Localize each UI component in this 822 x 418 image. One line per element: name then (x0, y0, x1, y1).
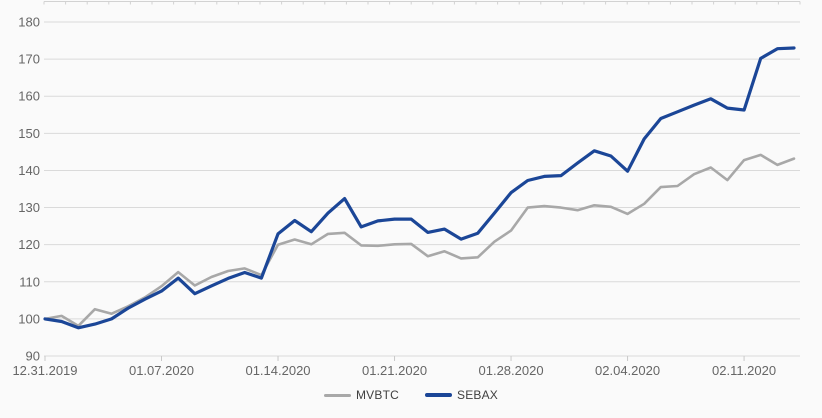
legend: MVBTC SEBAX (0, 388, 822, 402)
mvbtc-line-swatch (323, 393, 351, 397)
y-tick-label: 140 (18, 163, 40, 178)
y-tick-label: 150 (18, 126, 40, 141)
y-tick-label: 170 (18, 52, 40, 67)
y-tick-label: 120 (18, 237, 40, 252)
legend-item-mvbtc: MVBTC (323, 388, 399, 402)
x-axis-labels: 12.31.2019 01.07.2020 01.14.2020 01.21.2020… (12, 356, 776, 378)
y-tick-label: 100 (18, 311, 40, 326)
x-tick-label: 02.11.2020 (712, 363, 776, 378)
y-tick-label: 130 (18, 200, 40, 215)
y-tick-label: 160 (18, 89, 40, 104)
y-tick-label: 180 (18, 15, 40, 30)
y-tick-label: 110 (19, 274, 40, 289)
x-tick-label: 01.14.2020 (245, 363, 310, 378)
legend-label-sebax: SEBAX (456, 388, 499, 402)
x-tick-label: 01.21.2020 (362, 363, 427, 378)
top-axis (43, 1, 801, 5)
y-gridlines (44, 21, 800, 357)
mvbtc-series-line (43, 153, 796, 328)
y-axis-labels: 90 100 110 120 130 140 150 160 170 180 (18, 15, 40, 364)
legend-item-sebax: SEBAX (424, 388, 499, 402)
x-tick-label: 01.07.2020 (129, 363, 194, 378)
x-tick-label: 01.28.2020 (479, 363, 544, 378)
legend-label-mvbtc: MVBTC (355, 388, 399, 402)
sebax-series-line (43, 46, 796, 330)
sebax-line-swatch (424, 393, 452, 397)
y-tick-label: 90 (26, 349, 40, 364)
line-chart: 90 100 110 120 130 140 150 160 170 180 12.31.2019 0… (12, 1, 801, 378)
x-tick-label: 12.31.2019 (12, 363, 77, 378)
x-tick-label: 02.04.2020 (595, 363, 660, 378)
